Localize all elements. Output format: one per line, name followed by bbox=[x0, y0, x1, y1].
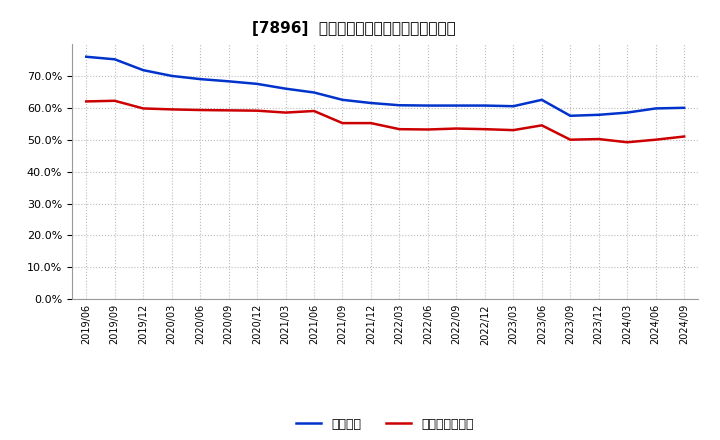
固定比率 bbox=[623, 110, 631, 115]
固定長期適合率 bbox=[623, 139, 631, 145]
固定長期適合率 bbox=[310, 108, 318, 114]
固定比率 bbox=[110, 57, 119, 62]
固定比率 bbox=[480, 103, 489, 108]
固定比率 bbox=[509, 103, 518, 109]
固定比率 bbox=[82, 54, 91, 59]
固定比率 bbox=[338, 97, 347, 103]
固定比率 bbox=[167, 73, 176, 78]
固定長期適合率 bbox=[282, 110, 290, 115]
固定比率 bbox=[139, 67, 148, 73]
固定長期適合率 bbox=[110, 98, 119, 103]
固定長期適合率 bbox=[395, 127, 404, 132]
固定長期適合率 bbox=[366, 121, 375, 126]
固定長期適合率 bbox=[452, 126, 461, 131]
固定長期適合率 bbox=[82, 99, 91, 104]
Legend: 固定比率, 固定長期適合率: 固定比率, 固定長期適合率 bbox=[292, 413, 479, 436]
固定長期適合率 bbox=[652, 137, 660, 142]
固定長期適合率 bbox=[480, 127, 489, 132]
固定長期適合率 bbox=[196, 107, 204, 113]
固定長期適合率 bbox=[423, 127, 432, 132]
固定比率 bbox=[310, 90, 318, 95]
固定比率 bbox=[282, 86, 290, 92]
固定長期適合率 bbox=[566, 137, 575, 142]
固定長期適合率 bbox=[253, 108, 261, 114]
固定比率 bbox=[452, 103, 461, 108]
固定長期適合率 bbox=[139, 106, 148, 111]
固定比率 bbox=[253, 81, 261, 87]
固定比率 bbox=[595, 112, 603, 117]
Title: [7896]  固定比率、固定長期適合率の推移: [7896] 固定比率、固定長期適合率の推移 bbox=[252, 21, 456, 36]
固定長期適合率 bbox=[225, 108, 233, 113]
固定長期適合率 bbox=[595, 136, 603, 142]
固定比率 bbox=[537, 97, 546, 103]
固定比率 bbox=[196, 77, 204, 82]
固定比率 bbox=[680, 105, 688, 110]
固定長期適合率 bbox=[338, 121, 347, 126]
Line: 固定長期適合率: 固定長期適合率 bbox=[86, 101, 684, 142]
固定比率 bbox=[366, 100, 375, 106]
固定長期適合率 bbox=[680, 134, 688, 139]
固定比率 bbox=[225, 79, 233, 84]
固定長期適合率 bbox=[509, 128, 518, 133]
Line: 固定比率: 固定比率 bbox=[86, 57, 684, 116]
固定比率 bbox=[423, 103, 432, 108]
固定比率 bbox=[566, 113, 575, 118]
固定比率 bbox=[395, 103, 404, 108]
固定比率 bbox=[652, 106, 660, 111]
固定長期適合率 bbox=[167, 107, 176, 112]
固定長期適合率 bbox=[537, 123, 546, 128]
